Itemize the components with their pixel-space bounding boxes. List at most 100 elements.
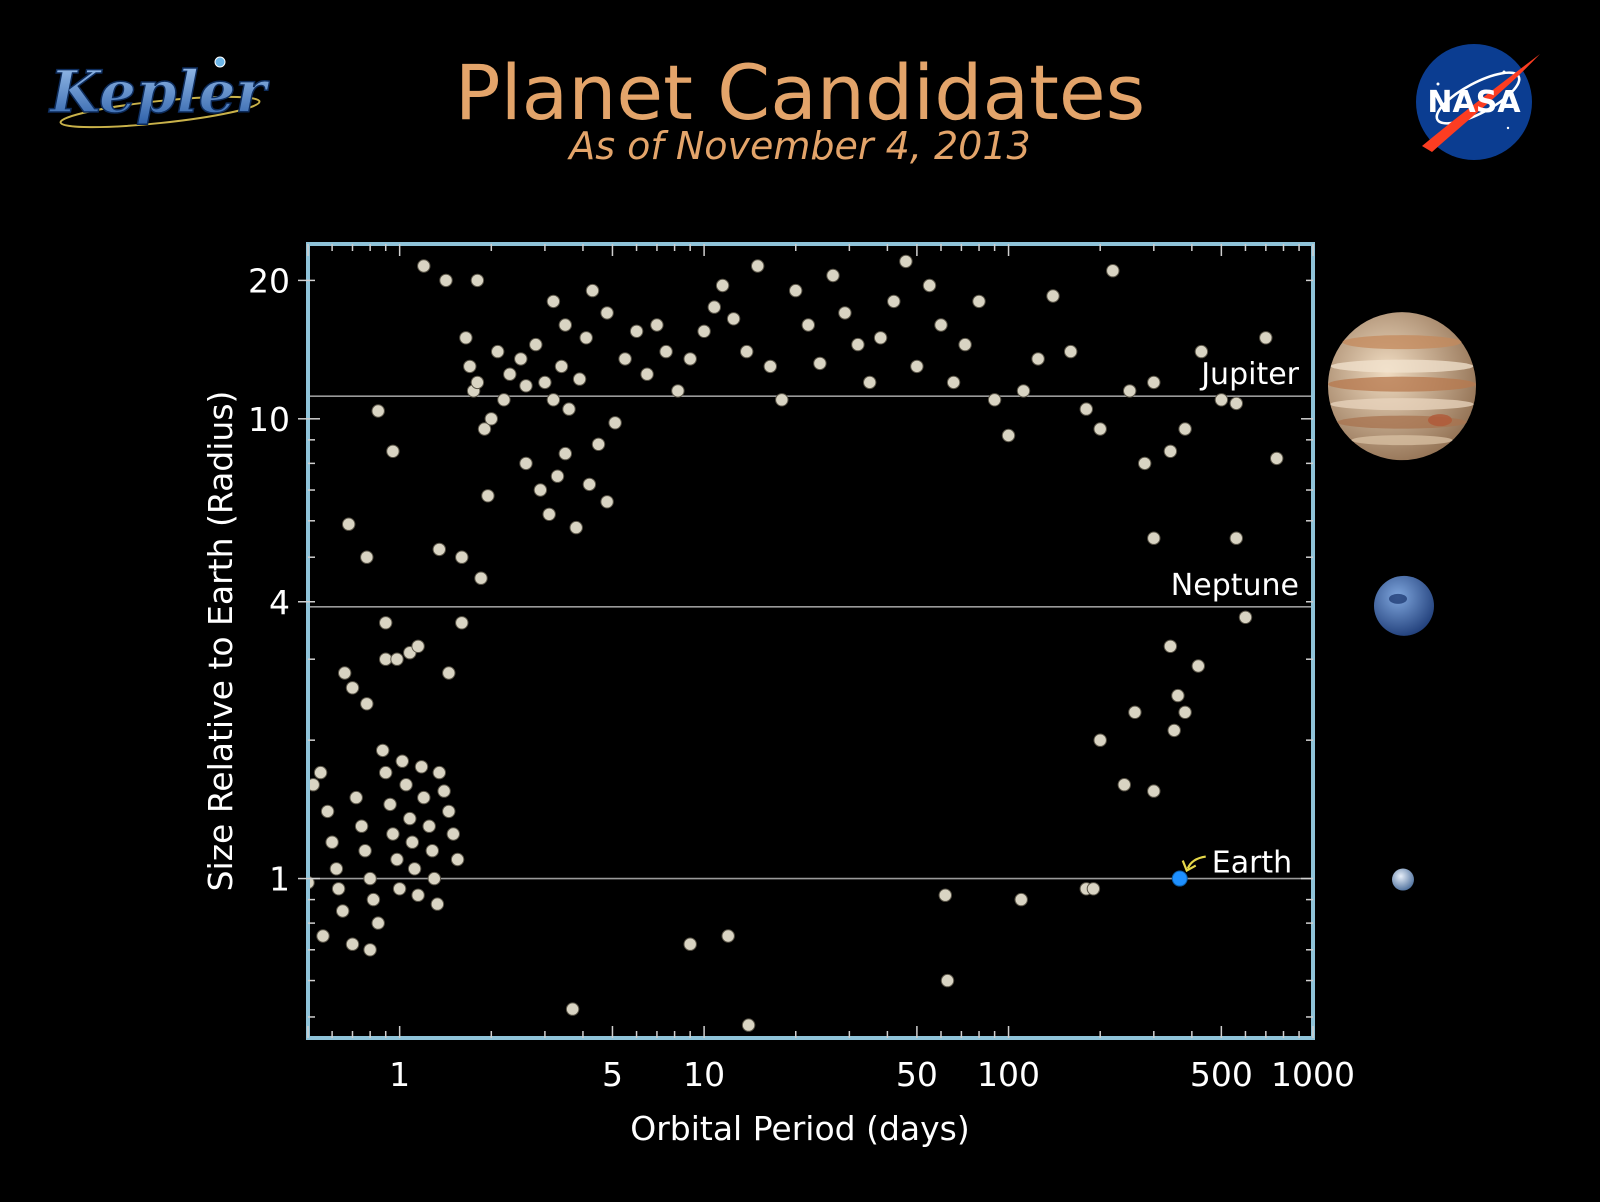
data-point — [491, 344, 505, 359]
data-point — [442, 666, 456, 680]
data-point — [659, 344, 673, 359]
data-point — [1191, 659, 1206, 673]
earth-arrowhead-icon — [1181, 860, 1197, 873]
data-point — [371, 404, 385, 418]
x-axis-label: Orbital Period (days) — [630, 1109, 970, 1148]
x-axis-ticks: 1 5 10 50 100 500 1000 — [307, 244, 1355, 1094]
data-point — [600, 306, 614, 320]
kepler-logo-icon: Kepler — [47, 56, 271, 129]
data-point — [863, 375, 877, 390]
data-point — [726, 312, 741, 326]
data-point — [437, 784, 451, 798]
data-point — [591, 437, 606, 451]
data-point — [390, 652, 404, 666]
data-point — [533, 483, 548, 497]
data-point — [582, 477, 597, 492]
y-axis-ticks: 1 4 10 20 — [248, 261, 1313, 1018]
planet-icons — [1328, 312, 1476, 891]
data-point — [873, 331, 888, 345]
earth-point — [1171, 870, 1188, 887]
data-point — [383, 797, 397, 812]
data-point — [1046, 289, 1060, 303]
data-point — [558, 318, 572, 332]
data-point — [946, 375, 961, 390]
data-point — [1001, 428, 1016, 443]
data-point — [1238, 610, 1253, 624]
data-point — [1079, 402, 1094, 416]
x-tick-label: 500 — [1190, 1055, 1253, 1094]
data-point — [608, 416, 622, 430]
nasa-logo: NASA — [1408, 36, 1544, 164]
data-point — [446, 827, 460, 841]
data-point — [851, 337, 865, 352]
data-point — [715, 278, 730, 293]
data-point — [1194, 344, 1209, 359]
x-tick-label: 100 — [977, 1055, 1040, 1094]
data-point — [579, 331, 593, 345]
data-point — [1163, 639, 1178, 653]
data-point — [1270, 451, 1284, 466]
data-point — [379, 652, 393, 666]
data-point — [938, 888, 952, 902]
data-point — [1229, 396, 1244, 411]
nasa-logo-text: NASA — [1427, 85, 1521, 120]
data-point — [741, 1018, 756, 1032]
data-point — [432, 765, 446, 780]
data-point — [422, 819, 436, 833]
data-point — [801, 318, 815, 332]
data-point — [1147, 375, 1161, 390]
data-point — [463, 359, 477, 374]
data-point — [1163, 444, 1178, 458]
data-point — [1031, 352, 1045, 366]
data-point — [546, 393, 561, 407]
nasa-meatball-icon: NASA — [1416, 44, 1540, 160]
data-point — [697, 324, 711, 338]
earth-icon — [1392, 868, 1414, 891]
y-tick-label: 1 — [269, 860, 290, 899]
data-point — [366, 892, 381, 907]
data-point — [721, 929, 735, 943]
data-point — [376, 743, 390, 758]
plot-frame — [306, 242, 1315, 1040]
data-point — [1229, 531, 1244, 545]
data-point — [363, 871, 377, 886]
ref-label-neptune: Neptune — [1171, 568, 1299, 603]
data-point — [562, 402, 576, 416]
data-point — [529, 337, 543, 352]
data-point — [789, 283, 803, 298]
data-point — [503, 367, 517, 381]
data-point — [345, 937, 360, 951]
reference-lines — [308, 395, 1313, 880]
data-point — [390, 852, 404, 867]
data-point — [470, 273, 485, 288]
data-point — [349, 790, 363, 805]
data-point — [338, 666, 352, 680]
y-tick-label: 10 — [248, 400, 290, 439]
y-axis-label: Size Relative to Earth (Radius) — [201, 391, 240, 892]
data-points — [308, 254, 1284, 1032]
data-point — [683, 937, 697, 951]
data-point — [707, 300, 721, 314]
data-point — [405, 835, 419, 849]
data-point — [838, 306, 852, 320]
data-point — [1178, 422, 1192, 436]
data-point — [569, 520, 583, 535]
data-point — [432, 542, 446, 557]
data-point — [558, 446, 572, 461]
data-point — [640, 367, 654, 381]
data-point — [439, 273, 453, 288]
data-point — [379, 616, 393, 630]
data-point — [1064, 344, 1078, 359]
data-point — [1138, 456, 1152, 471]
y-tick-label: 4 — [269, 583, 290, 622]
kepler-logo-text: Kepler — [48, 58, 270, 126]
data-point — [417, 790, 431, 805]
page-title: Planet Candidates — [454, 48, 1146, 137]
data-point — [565, 1002, 580, 1016]
data-point — [411, 639, 425, 653]
data-point — [1214, 393, 1229, 407]
data-point — [354, 819, 369, 833]
data-point — [751, 259, 765, 273]
data-point — [455, 550, 469, 564]
data-point — [407, 862, 422, 876]
